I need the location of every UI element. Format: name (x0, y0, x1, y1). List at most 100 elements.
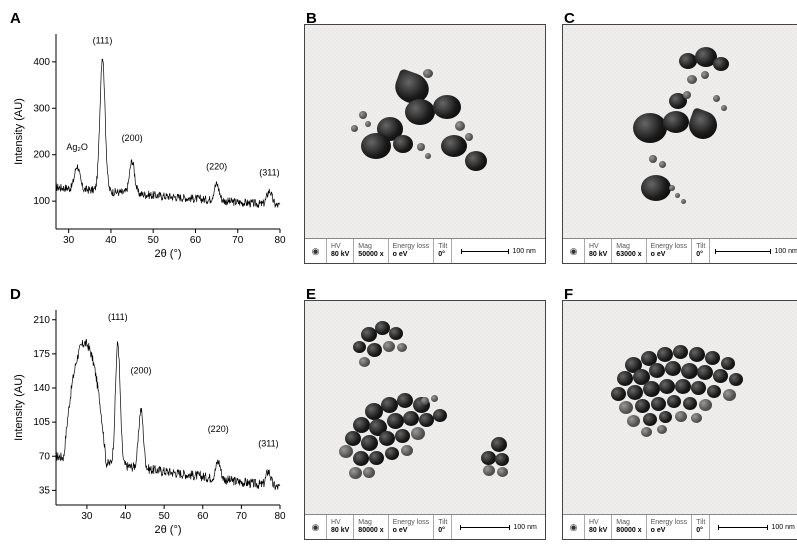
tem-c-footer: ◉HV80 kVMag63000 xEnergy losso eVTilt0°1… (563, 238, 797, 263)
nanoparticle (393, 135, 413, 153)
chart-a: 3040506070801002003004002θ (°)Intensity … (8, 24, 288, 264)
grain-overlay (305, 25, 545, 240)
nanoparticle (423, 69, 433, 78)
nanoparticle (699, 399, 712, 411)
nanoparticle (675, 379, 691, 394)
nanoparticle (419, 413, 434, 427)
nanoparticle (353, 451, 369, 466)
nanoparticle (495, 453, 509, 466)
nanoparticle (379, 431, 395, 446)
svg-text:80: 80 (274, 511, 286, 522)
nanoparticle (675, 193, 680, 198)
tem-b: ◉HV80 kVMag50000 xEnergy losso eVTilt0°1… (304, 24, 546, 264)
tem-meta-tilt: Tilt0° (692, 239, 710, 263)
nanoparticle (729, 373, 743, 386)
svg-text:(220): (220) (206, 162, 227, 172)
nanoparticle (665, 361, 681, 376)
svg-text:35: 35 (39, 485, 51, 496)
nanoparticle (405, 99, 435, 125)
nanoparticle (713, 369, 728, 383)
svg-text:30: 30 (81, 511, 93, 522)
microscope-logo-icon: ◉ (563, 515, 585, 539)
nanoparticle (713, 57, 729, 71)
nanoparticle (345, 431, 361, 446)
svg-text:100: 100 (33, 196, 50, 207)
svg-text:300: 300 (33, 103, 50, 114)
nanoparticle (697, 365, 713, 380)
tem-meta-mag: Mag80000 x (612, 515, 646, 539)
tem-meta-mag: Mag63000 x (612, 239, 646, 263)
tem-scalebar: 100 nm (710, 239, 797, 263)
nanoparticle (659, 161, 666, 168)
svg-text:40: 40 (105, 235, 117, 246)
panel-d: D 30405060708035701051401752102θ (°)Inte… (8, 284, 288, 542)
nanoparticle (611, 387, 626, 401)
nanoparticle (369, 451, 384, 465)
tem-meta-hv: HV80 kV (327, 515, 354, 539)
svg-text:400: 400 (33, 57, 50, 68)
nanoparticle (465, 151, 487, 171)
svg-text:(220): (220) (208, 424, 229, 434)
nanoparticle (669, 185, 675, 191)
tem-scalebar: 100 nm (710, 515, 797, 539)
nanoparticle (691, 413, 702, 423)
microscope-logo-icon: ◉ (305, 239, 327, 263)
nanoparticle (673, 345, 688, 359)
nanoparticle (689, 347, 705, 362)
svg-text:Ag₂O: Ag₂O (66, 142, 88, 152)
svg-text:(311): (311) (258, 439, 278, 449)
svg-text:(111): (111) (93, 35, 113, 45)
nanoparticle (643, 381, 660, 397)
tem-meta-mag: Mag80000 x (354, 515, 388, 539)
panel-d-label: D (10, 286, 21, 303)
nanoparticle (705, 351, 720, 365)
tem-meta-mag: Mag50000 x (354, 239, 388, 263)
microscope-logo-icon: ◉ (563, 239, 585, 263)
nanoparticle (617, 371, 633, 386)
nanoparticle (441, 135, 467, 157)
svg-text:30: 30 (63, 235, 75, 246)
nanoparticle (397, 393, 413, 408)
tem-scalebar: 100 nm (452, 515, 545, 539)
svg-text:60: 60 (197, 511, 209, 522)
svg-text:210: 210 (33, 315, 50, 326)
nanoparticle (683, 91, 691, 99)
chart-d: 30405060708035701051401752102θ (°)Intens… (8, 300, 288, 540)
nanoparticle (635, 399, 650, 413)
svg-text:(111): (111) (108, 312, 128, 322)
nanoparticle (683, 397, 697, 410)
tem-e-footer: ◉HV80 kVMag80000 xEnergy losso eVTilt0°1… (305, 514, 545, 539)
nanoparticle (359, 357, 370, 367)
svg-text:70: 70 (236, 511, 248, 522)
tem-meta-hv: HV80 kV (585, 515, 612, 539)
nanoparticle (363, 467, 375, 478)
nanoparticle (367, 343, 382, 357)
tem-f: ◉HV80 kVMag80000 xEnergy losso eVTilt0°1… (562, 300, 797, 540)
nanoparticle (721, 357, 735, 370)
tem-c-image (563, 25, 797, 240)
tem-meta-hv: HV80 kV (327, 239, 354, 263)
nanoparticle (649, 155, 657, 163)
nanoparticle (385, 447, 399, 460)
panel-e: E ◉HV80 kVMag80000 xEnergy losso eVTilt0… (304, 284, 546, 542)
nanoparticle (707, 385, 721, 398)
svg-text:Intensity (AU): Intensity (AU) (13, 98, 25, 165)
panel-e-label: E (306, 286, 316, 303)
nanoparticle (649, 363, 665, 378)
nanoparticle (675, 411, 687, 422)
nanoparticle (411, 427, 425, 440)
nanoparticle (465, 133, 473, 141)
svg-text:140: 140 (33, 383, 50, 394)
nanoparticle (667, 395, 681, 408)
nanoparticle (701, 71, 709, 79)
tem-e-image (305, 301, 545, 516)
microscope-logo-icon: ◉ (305, 515, 327, 539)
nanoparticle (381, 397, 398, 413)
nanoparticle (433, 95, 461, 119)
svg-text:40: 40 (120, 511, 132, 522)
svg-text:50: 50 (148, 235, 160, 246)
svg-text:Intensity (AU): Intensity (AU) (13, 374, 25, 441)
panel-a-label: A (10, 10, 21, 27)
tem-meta-hv: HV80 kV (585, 239, 612, 263)
nanoparticle (401, 445, 413, 456)
